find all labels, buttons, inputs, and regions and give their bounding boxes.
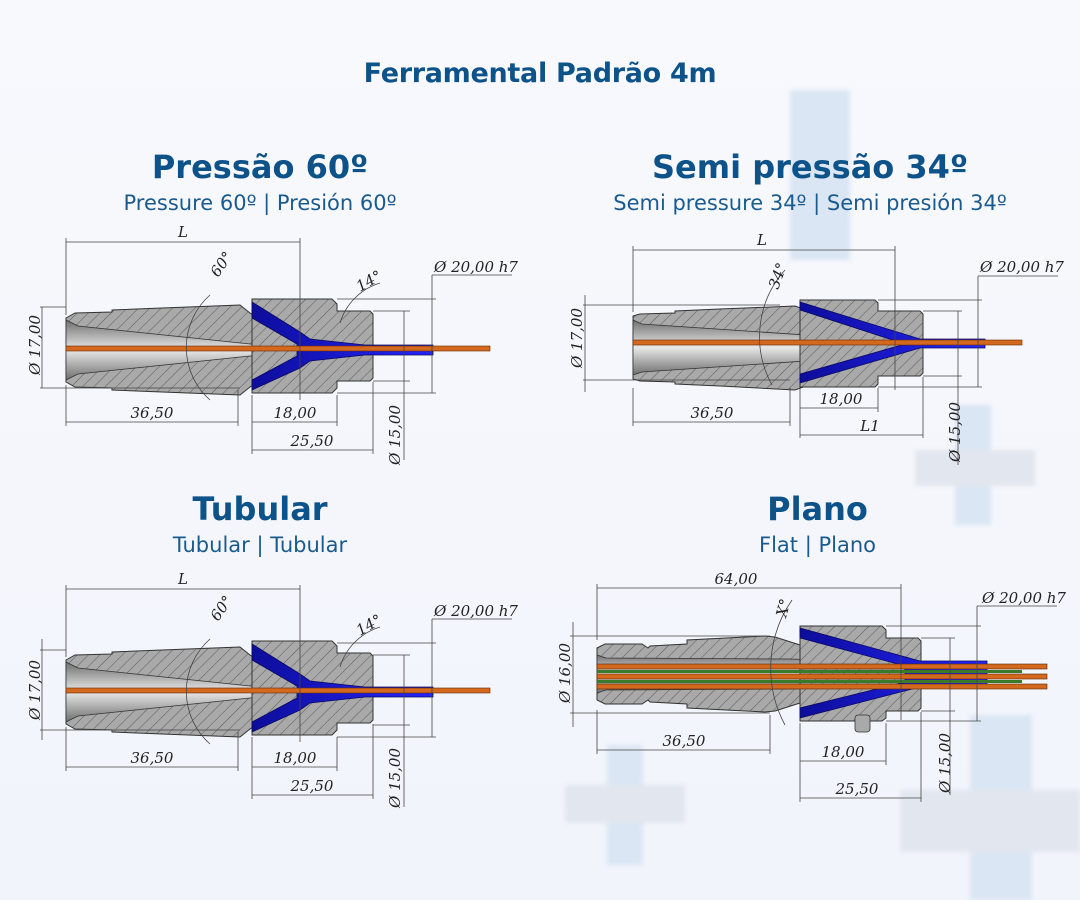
dim-angle-main: 60° [207, 248, 237, 280]
panel-subtitle: Tubular | Tubular [172, 533, 348, 557]
background-cross-decoration [565, 745, 685, 865]
dim-angle-main: X° [772, 597, 794, 620]
dim-tip-diameter: Ø 16,00 [556, 643, 574, 704]
background-cross-decoration [915, 405, 1035, 525]
dim-die-diameter: Ø 15,00 [386, 405, 404, 466]
technical-drawing-plano: 64,00 36,50 18,00 25,50 Ø 16,00 Ø 15,00 … [556, 570, 1066, 802]
dim-die-total-length: 25,50 [835, 780, 879, 798]
dim-angle-main: 60° [207, 592, 237, 624]
dim-die-total-length: 25,50 [290, 777, 334, 795]
panel-title: Pressão 60º [151, 148, 369, 186]
dim-die-total-length: L1 [859, 417, 880, 435]
dim-tip-length: 36,50 [131, 404, 174, 422]
panel-subtitle: Flat | Plano [759, 533, 876, 557]
dim-die-length: 18,00 [822, 743, 865, 761]
wire [65, 345, 491, 352]
dim-outer-diameter: Ø 20,00 h7 [433, 602, 518, 620]
dim-outer-diameter: Ø 20,00 h7 [981, 589, 1066, 607]
dim-die-length: 18,00 [820, 390, 863, 408]
dim-angle-die: 14° [353, 267, 385, 296]
technical-drawing-semi-pressao-34: L 36,50 18,00 L1 Ø 17,00 Ø 15,00 Ø 20,00… [568, 231, 1064, 465]
dim-tip-diameter: Ø 17,00 [26, 660, 44, 721]
dim-die-diameter: Ø 15,00 [946, 402, 964, 463]
dimension-lines [583, 246, 1058, 465]
dim-die-total-length: 25,50 [290, 432, 334, 450]
panel-tubular: Tubular Tubular | Tubular [0, 490, 520, 820]
dim-tip-length: 36,50 [663, 732, 706, 750]
dim-die-diameter: Ø 15,00 [386, 748, 404, 809]
dim-die-length: 18,00 [274, 404, 317, 422]
wire [632, 339, 1023, 346]
panel-title: Semi pressão 34º [652, 148, 968, 186]
technical-drawing-pressao-60: L 36,50 18,00 25,50 Ø 17,00 Ø 15,00 Ø 20… [26, 223, 518, 466]
technical-drawing-tubular: L 36,50 18,00 25,50 Ø 17,00 Ø 15,00 Ø 20… [26, 570, 518, 809]
dim-die-diameter: Ø 15,00 [936, 733, 954, 794]
panel-plano: Plano Flat | Plano [540, 490, 1080, 820]
key-pin [854, 714, 871, 733]
dim-outer-diameter: Ø 20,00 h7 [979, 258, 1064, 276]
dim-length: 64,00 [715, 570, 758, 588]
dim-tip-diameter: Ø 17,00 [568, 308, 586, 369]
dim-die-length: 18,00 [274, 749, 317, 767]
panel-title: Tubular [192, 490, 328, 528]
dimension-lines [570, 584, 1057, 802]
dimension-lines [40, 585, 512, 807]
dim-tip-length: 36,50 [691, 404, 734, 422]
dim-angle-main: 34° [765, 260, 791, 291]
dimension-lines [40, 238, 512, 460]
background-cross-decoration [900, 715, 1080, 900]
wire [65, 687, 491, 694]
dim-tip-length: 36,50 [131, 749, 174, 767]
dim-length: L [177, 570, 188, 588]
background-cross-decoration [790, 90, 910, 260]
dim-length: L [756, 231, 767, 249]
flat-wires [596, 663, 1048, 690]
panel-subtitle: Pressure 60º | Presión 60º [123, 191, 397, 215]
panel-subtitle: Semi pressure 34º | Semi presión 34º [613, 191, 1007, 215]
dim-angle-die: 14° [353, 611, 385, 640]
panel-semi-pressao-34: Semi pressão 34º Semi pressure 34º | Sem… [540, 148, 1080, 478]
panel-title: Plano [767, 490, 868, 528]
dim-outer-diameter: Ø 20,00 h7 [433, 258, 518, 276]
panel-pressao-60: Pressão 60º Pressure 60º | Presión 60º [0, 148, 520, 478]
page-title: Ferramental Padrão 4m [363, 58, 717, 89]
dim-length: L [177, 223, 188, 241]
dim-tip-diameter: Ø 17,00 [26, 315, 44, 376]
